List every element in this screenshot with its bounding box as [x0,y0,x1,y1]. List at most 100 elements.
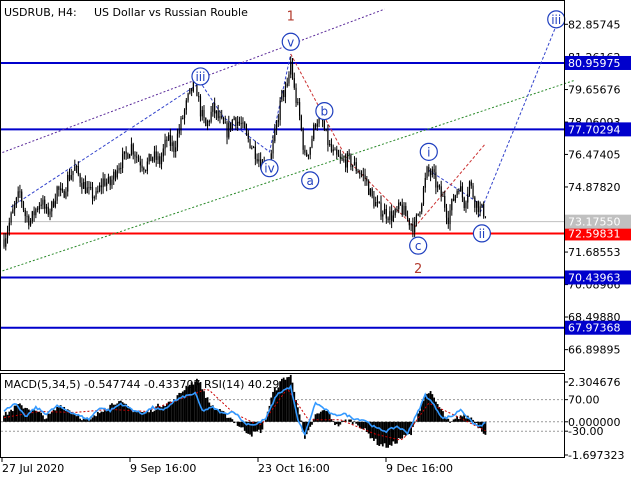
candle-body [6,231,9,239]
candle-body [382,214,384,217]
candle-body [274,128,276,142]
wave-label: iii [551,13,561,27]
candle-body [474,197,476,208]
candle-body [371,188,373,197]
candle-body [183,109,186,119]
candle-body [90,187,92,189]
candle-body [19,191,21,193]
candle-body [323,120,325,129]
candle-body [403,205,405,215]
candle-body [134,154,136,157]
candle-body [238,121,241,124]
candle-body [442,196,444,198]
price-axis-label: 74.87820 [568,181,621,194]
candle-body [21,191,23,202]
candle-body [306,152,308,157]
candle-body [191,88,193,92]
candle-body [300,115,302,130]
candle-body [336,149,338,155]
candle-body [152,157,154,162]
candle-body [419,211,421,214]
candle-body [313,124,315,139]
candle-body [242,122,244,124]
candle-body [293,78,295,88]
candle-body [346,153,348,168]
level-price-label: 70.43963 [568,271,621,284]
indicator-axis-label: 2.304676 [568,376,621,389]
candle-body [297,102,299,104]
candle-body [61,188,64,191]
candle-body [479,206,481,213]
candle-body [316,123,318,127]
wave-label-circle [419,142,438,161]
candle-body [295,87,297,104]
candle-body [192,79,194,92]
time-axis-label: 9 Sep 16:00 [130,462,196,475]
candle-body [304,149,306,153]
price-axis: 82.8574581.2616279.6567678.0609376.47405… [564,18,631,357]
candle-body [339,156,341,158]
candle-body [445,207,448,218]
candle-body [121,154,124,169]
candle-body [368,181,370,195]
candle-body [33,211,35,216]
level-price-box [565,226,631,241]
candle-body [467,193,469,203]
wave-dashed-line [10,53,292,208]
candle-body [337,154,340,157]
candle-body [100,185,102,188]
candle-body [5,238,7,247]
trend-channel-line [0,80,575,273]
candle-body [247,132,249,139]
candle-body [408,218,410,226]
candle-body [353,162,356,166]
price-axis-label: 79.65676 [568,84,621,97]
candle-body [130,144,133,155]
candle-body [143,168,145,170]
candle-body [72,170,74,176]
candle-body [256,158,258,162]
indicator-axis-label: -30.00 [568,425,603,438]
candle-body [93,197,95,199]
candle-body [424,178,426,188]
candle-body [460,186,462,192]
candle-body [77,166,79,175]
candle-body [415,215,418,222]
wave-label: iii [195,70,205,84]
candle-body [360,174,363,176]
level-price-box [565,320,631,335]
candle-body [137,157,140,162]
candle-body [431,169,433,175]
candle-body [63,190,65,198]
candle-body [240,123,242,125]
candle-body [357,170,359,173]
candle-body [120,167,122,169]
candle-body [91,187,94,199]
wave-label-circle [301,171,320,190]
candle-body [113,171,115,180]
candle-body [29,221,32,226]
wave-label: a [307,174,314,188]
candle-body [169,134,171,146]
candle-body [284,86,287,98]
candle-body [217,110,219,119]
candle-body [107,177,110,183]
candle-body [196,74,198,97]
candle-body [251,147,253,149]
horizontal-levels [1,61,564,329]
candle-body [260,159,262,169]
price-axis-label: 66.89895 [568,344,621,357]
candle-body [228,122,230,138]
candle-body [279,100,281,120]
candle-body [164,139,166,149]
candle-body [235,117,237,126]
price-axis-label: 82.85745 [568,18,621,31]
candle-body [116,170,118,178]
candle-body [355,162,357,171]
candle-body [198,96,200,98]
candle-body [364,174,366,179]
symbol-timeframe: USDRUB, H4: [4,6,77,19]
candle-body [433,169,435,173]
time-axis-label: 27 Jul 2020 [2,462,64,475]
